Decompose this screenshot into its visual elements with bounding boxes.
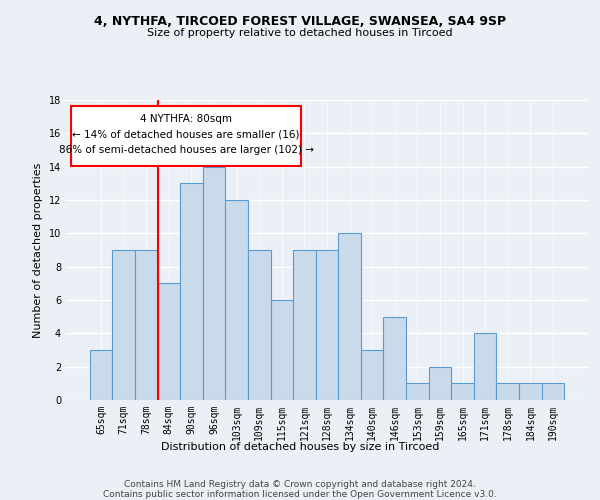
Bar [158,284,180,400]
Bar [135,250,158,400]
Bar [203,166,226,400]
Bar [248,250,271,400]
Bar [496,384,519,400]
Text: 4 NYTHFA: 80sqm
← 14% of detached houses are smaller (16)
86% of semi-detached h: 4 NYTHFA: 80sqm ← 14% of detached houses… [59,114,314,155]
Bar [406,384,428,400]
Bar [180,184,203,400]
Text: Distribution of detached houses by size in Tircoed: Distribution of detached houses by size … [161,442,439,452]
Bar [361,350,383,400]
Text: Size of property relative to detached houses in Tircoed: Size of property relative to detached ho… [147,28,453,38]
Bar [316,250,338,400]
Bar [226,200,248,400]
Bar [451,384,474,400]
Bar [293,250,316,400]
Bar [112,250,135,400]
Bar [474,334,496,400]
FancyBboxPatch shape [71,106,301,166]
Bar [338,234,361,400]
Bar [271,300,293,400]
Bar [428,366,451,400]
Y-axis label: Number of detached properties: Number of detached properties [33,162,43,338]
Bar [383,316,406,400]
Text: 4, NYTHFA, TIRCOED FOREST VILLAGE, SWANSEA, SA4 9SP: 4, NYTHFA, TIRCOED FOREST VILLAGE, SWANS… [94,15,506,28]
Bar [542,384,564,400]
Bar [90,350,112,400]
Bar [519,384,542,400]
Text: Contains HM Land Registry data © Crown copyright and database right 2024.
Contai: Contains HM Land Registry data © Crown c… [103,480,497,500]
